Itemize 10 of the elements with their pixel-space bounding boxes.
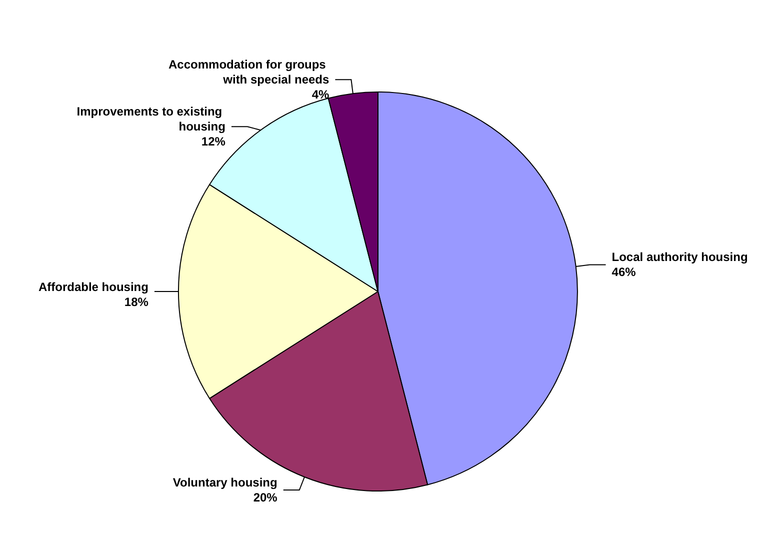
slice-label: Accommodation for groups with special needs xyxy=(168,58,330,87)
data-label: 4% xyxy=(312,88,330,102)
slice-label: Affordable housing xyxy=(38,280,148,294)
slice-label: Local authority housing xyxy=(612,250,748,264)
data-label: 12% xyxy=(201,134,226,149)
data-label: 46% xyxy=(612,265,636,280)
data-label: 18% xyxy=(124,295,149,310)
slice-label: Voluntary housing xyxy=(172,476,278,490)
slice-label: Improvements to existing housing xyxy=(76,104,226,134)
data-label: 20% xyxy=(253,490,278,505)
